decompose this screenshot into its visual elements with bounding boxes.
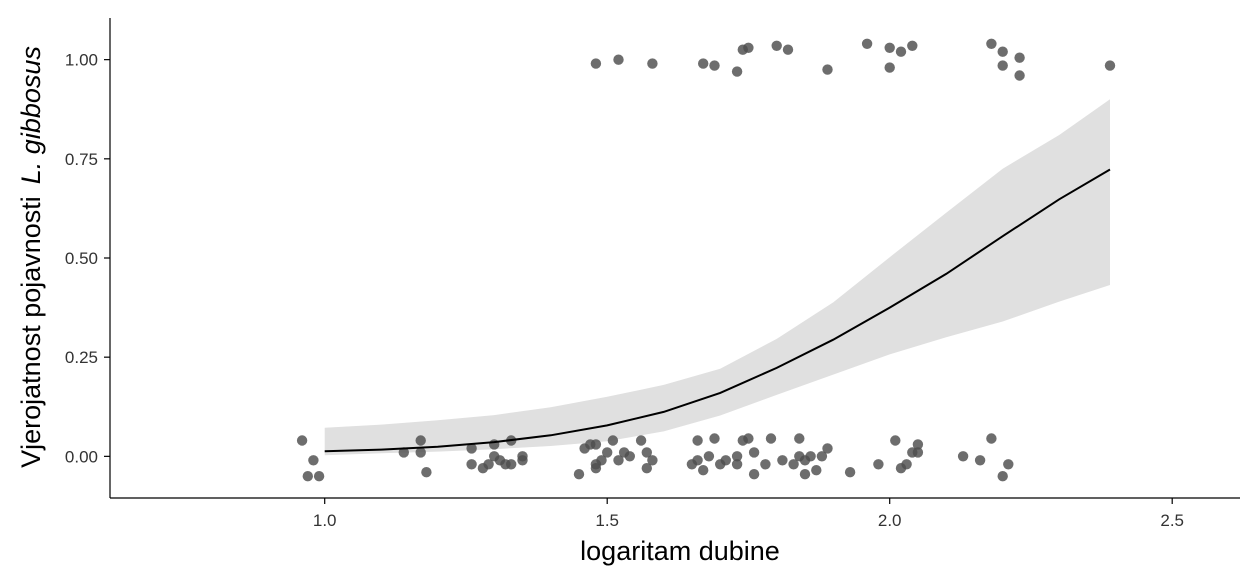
data-point bbox=[703, 451, 715, 462]
data-point bbox=[907, 40, 918, 51]
data-point bbox=[602, 447, 613, 458]
data-point bbox=[997, 60, 1008, 71]
data-point bbox=[748, 447, 760, 458]
data-point bbox=[884, 42, 895, 53]
confidence-band-layer bbox=[324, 99, 1110, 456]
data-point bbox=[811, 465, 822, 476]
y-tick-label: 0.00 bbox=[65, 447, 98, 466]
data-point bbox=[873, 459, 884, 470]
data-point bbox=[788, 459, 799, 470]
y-axis-title-species: L. gibbosus bbox=[16, 46, 46, 184]
x-tick-label: 2.5 bbox=[1160, 511, 1184, 530]
data-point bbox=[997, 46, 1008, 57]
data-point bbox=[844, 467, 856, 478]
data-point bbox=[1104, 60, 1116, 71]
data-point bbox=[573, 469, 585, 480]
data-point bbox=[635, 435, 647, 446]
data-point bbox=[743, 433, 754, 444]
data-point bbox=[748, 469, 760, 480]
data-point bbox=[709, 433, 720, 444]
data-point bbox=[483, 459, 494, 470]
data-point bbox=[799, 469, 811, 480]
data-point bbox=[415, 435, 426, 446]
data-point bbox=[760, 459, 771, 470]
data-point bbox=[607, 435, 619, 446]
data-point bbox=[861, 38, 873, 49]
data-point bbox=[698, 465, 709, 476]
data-point bbox=[709, 60, 720, 71]
data-point bbox=[912, 447, 924, 458]
data-point bbox=[692, 455, 703, 466]
data-point bbox=[765, 433, 777, 444]
y-axis-title: Vjerojatnost pojavnosti L. gibbosus bbox=[16, 46, 46, 468]
data-point bbox=[398, 447, 409, 458]
data-point bbox=[901, 459, 912, 470]
fit-line-layer bbox=[324, 168, 1111, 453]
data-point bbox=[692, 435, 703, 446]
data-point bbox=[782, 44, 794, 55]
confidence-band bbox=[324, 99, 1110, 456]
data-point bbox=[731, 451, 743, 462]
data-point bbox=[822, 64, 833, 75]
data-point bbox=[613, 455, 624, 466]
data-point bbox=[957, 451, 969, 462]
data-point bbox=[506, 459, 517, 470]
ticks: 1.0 1.5 2.0 2.5 0.00 0.25 0.50 0.75 1.00 bbox=[65, 51, 1184, 530]
data-point bbox=[415, 447, 426, 458]
data-point bbox=[884, 62, 895, 73]
data-point bbox=[777, 455, 788, 466]
x-tick-label: 1.5 bbox=[595, 511, 619, 530]
data-point bbox=[986, 433, 997, 444]
data-point bbox=[731, 459, 743, 470]
data-point bbox=[517, 451, 528, 462]
data-point bbox=[466, 459, 477, 470]
data-point bbox=[974, 455, 986, 466]
y-tick-label: 0.25 bbox=[65, 348, 98, 367]
data-point bbox=[313, 471, 325, 482]
data-point bbox=[590, 463, 602, 474]
data-point bbox=[1014, 52, 1025, 63]
data-point bbox=[1003, 459, 1014, 470]
fit-line bbox=[324, 168, 1111, 453]
data-point bbox=[596, 455, 607, 466]
data-point bbox=[641, 463, 652, 474]
data-point bbox=[771, 40, 782, 51]
data-point bbox=[641, 447, 652, 458]
data-point bbox=[912, 439, 924, 450]
y-tick-label: 0.50 bbox=[65, 249, 98, 268]
data-point bbox=[1014, 70, 1025, 81]
data-point bbox=[698, 58, 709, 69]
data-point bbox=[613, 54, 624, 65]
data-point bbox=[308, 455, 319, 466]
data-point bbox=[647, 58, 658, 69]
data-point bbox=[590, 439, 602, 450]
data-point bbox=[421, 467, 432, 478]
data-point bbox=[794, 433, 805, 444]
data-point bbox=[822, 443, 833, 454]
data-point bbox=[731, 66, 743, 77]
data-point bbox=[647, 455, 658, 466]
y-tick-label: 1.00 bbox=[65, 51, 98, 70]
points-layer bbox=[296, 38, 1116, 482]
y-axis-title-prefix: Vjerojatnost pojavnosti bbox=[16, 196, 46, 468]
data-point bbox=[720, 455, 731, 466]
data-point bbox=[624, 451, 635, 462]
data-point bbox=[986, 38, 997, 49]
data-point bbox=[890, 435, 901, 446]
data-point bbox=[895, 46, 907, 57]
data-point bbox=[302, 471, 313, 482]
data-point bbox=[816, 451, 828, 462]
data-point bbox=[590, 58, 602, 69]
data-point bbox=[997, 471, 1008, 482]
data-point bbox=[805, 451, 816, 462]
x-axis-title: logaritam dubine bbox=[580, 536, 780, 566]
data-point bbox=[743, 42, 754, 53]
y-tick-label: 0.75 bbox=[65, 150, 98, 169]
data-point bbox=[296, 435, 308, 446]
x-tick-label: 2.0 bbox=[878, 511, 902, 530]
data-point bbox=[466, 443, 477, 454]
x-tick-label: 1.0 bbox=[313, 511, 337, 530]
